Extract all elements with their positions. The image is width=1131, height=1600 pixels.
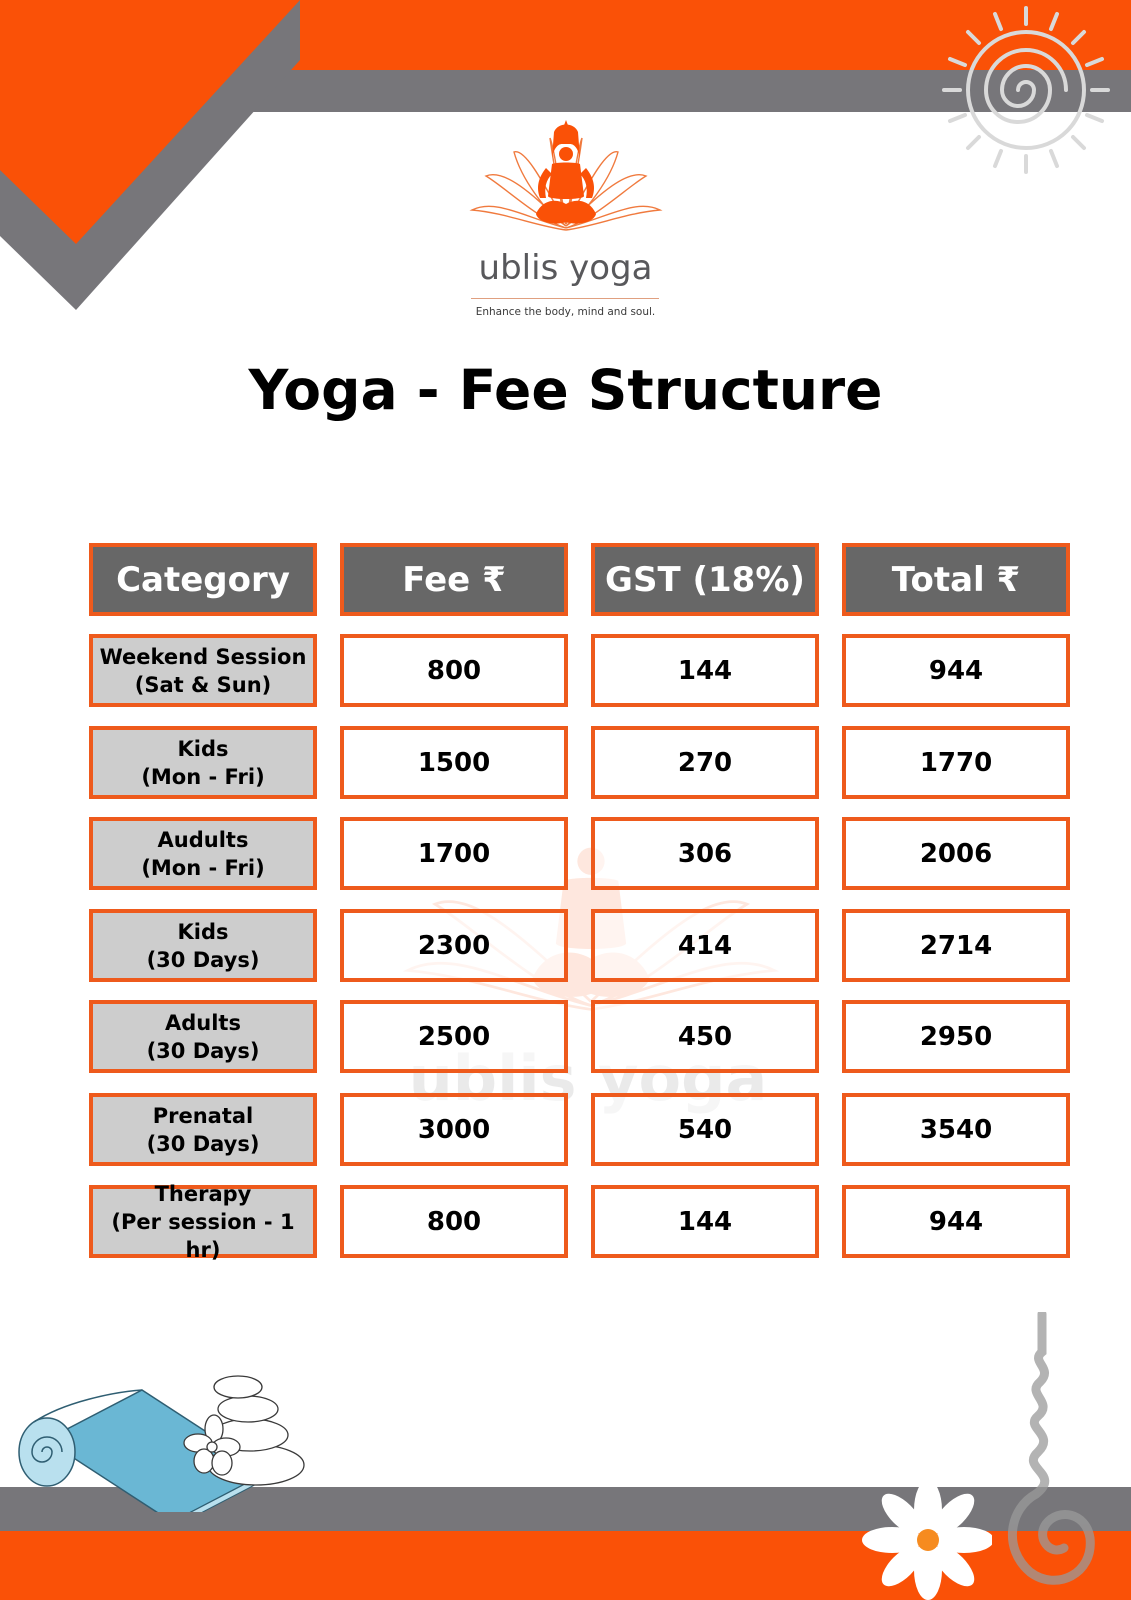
fee-cell: 1700 — [340, 817, 568, 890]
category-label: Therapy (Per session - 1 hr) — [111, 1181, 295, 1262]
meditating-yogi-lotus-icon — [469, 120, 663, 231]
gst-cell: 144 — [591, 1185, 819, 1258]
total-cell: 944 — [842, 1185, 1070, 1258]
table-row-category: Kids (Mon - Fri) — [89, 726, 317, 799]
fee-cell: 800 — [340, 1185, 568, 1258]
fee-cell: 2300 — [340, 909, 568, 982]
category-label: Weekend Session (Sat & Sun) — [99, 644, 307, 697]
table-row-category: Therapy (Per session - 1 hr) — [89, 1182, 317, 1262]
brand-name: ublis yoga — [478, 248, 653, 288]
category-label: Prenatal (30 Days) — [146, 1103, 260, 1156]
corner-chevron-decoration — [0, 0, 300, 310]
header-fee: Fee ₹ — [340, 543, 568, 616]
table-row-category: Kids (30 Days) — [89, 909, 317, 982]
header-gst: GST (18%) — [591, 543, 819, 616]
gst-cell: 540 — [591, 1093, 819, 1166]
gst-cell: 414 — [591, 909, 819, 982]
fee-cell: 3000 — [340, 1093, 568, 1166]
top-gray-band — [120, 70, 1131, 112]
header-category: Category — [89, 543, 317, 616]
fee-cell: 800 — [340, 634, 568, 707]
total-cell: 2950 — [842, 1000, 1070, 1073]
total-cell: 1770 — [842, 726, 1070, 799]
category-label: Audults (Mon - Fri) — [141, 827, 265, 880]
table-row-category: Audults (Mon - Fri) — [89, 817, 317, 890]
total-cell: 2714 — [842, 909, 1070, 982]
brand-tagline: Enhance the body, mind and soul. — [475, 306, 656, 318]
spiral-sun-icon — [942, 6, 1110, 174]
fee-cell: 1500 — [340, 726, 568, 799]
table-row-category: Weekend Session (Sat & Sun) — [89, 634, 317, 707]
gst-cell: 144 — [591, 634, 819, 707]
gst-cell: 450 — [591, 1000, 819, 1073]
gst-cell: 270 — [591, 726, 819, 799]
zen-stones-flower-icon — [183, 1375, 305, 1486]
category-label: Kids (30 Days) — [146, 919, 260, 972]
page-title: Yoga - Fee Structure — [248, 358, 883, 422]
total-cell: 944 — [842, 634, 1070, 707]
category-label: Adults (30 Days) — [146, 1010, 260, 1063]
incense-smoke-spiral-icon — [1007, 1312, 1095, 1585]
brand-divider — [471, 298, 659, 299]
header-total: Total ₹ — [842, 543, 1070, 616]
total-cell: 2006 — [842, 817, 1070, 890]
table-row-category: Prenatal (30 Days) — [89, 1093, 317, 1166]
table-row-category: Adults (30 Days) — [89, 1000, 317, 1073]
daisy-flower-icon — [862, 1480, 992, 1600]
gst-cell: 306 — [591, 817, 819, 890]
total-cell: 3540 — [842, 1093, 1070, 1166]
fee-cell: 2500 — [340, 1000, 568, 1073]
category-label: Kids (Mon - Fri) — [141, 736, 265, 789]
